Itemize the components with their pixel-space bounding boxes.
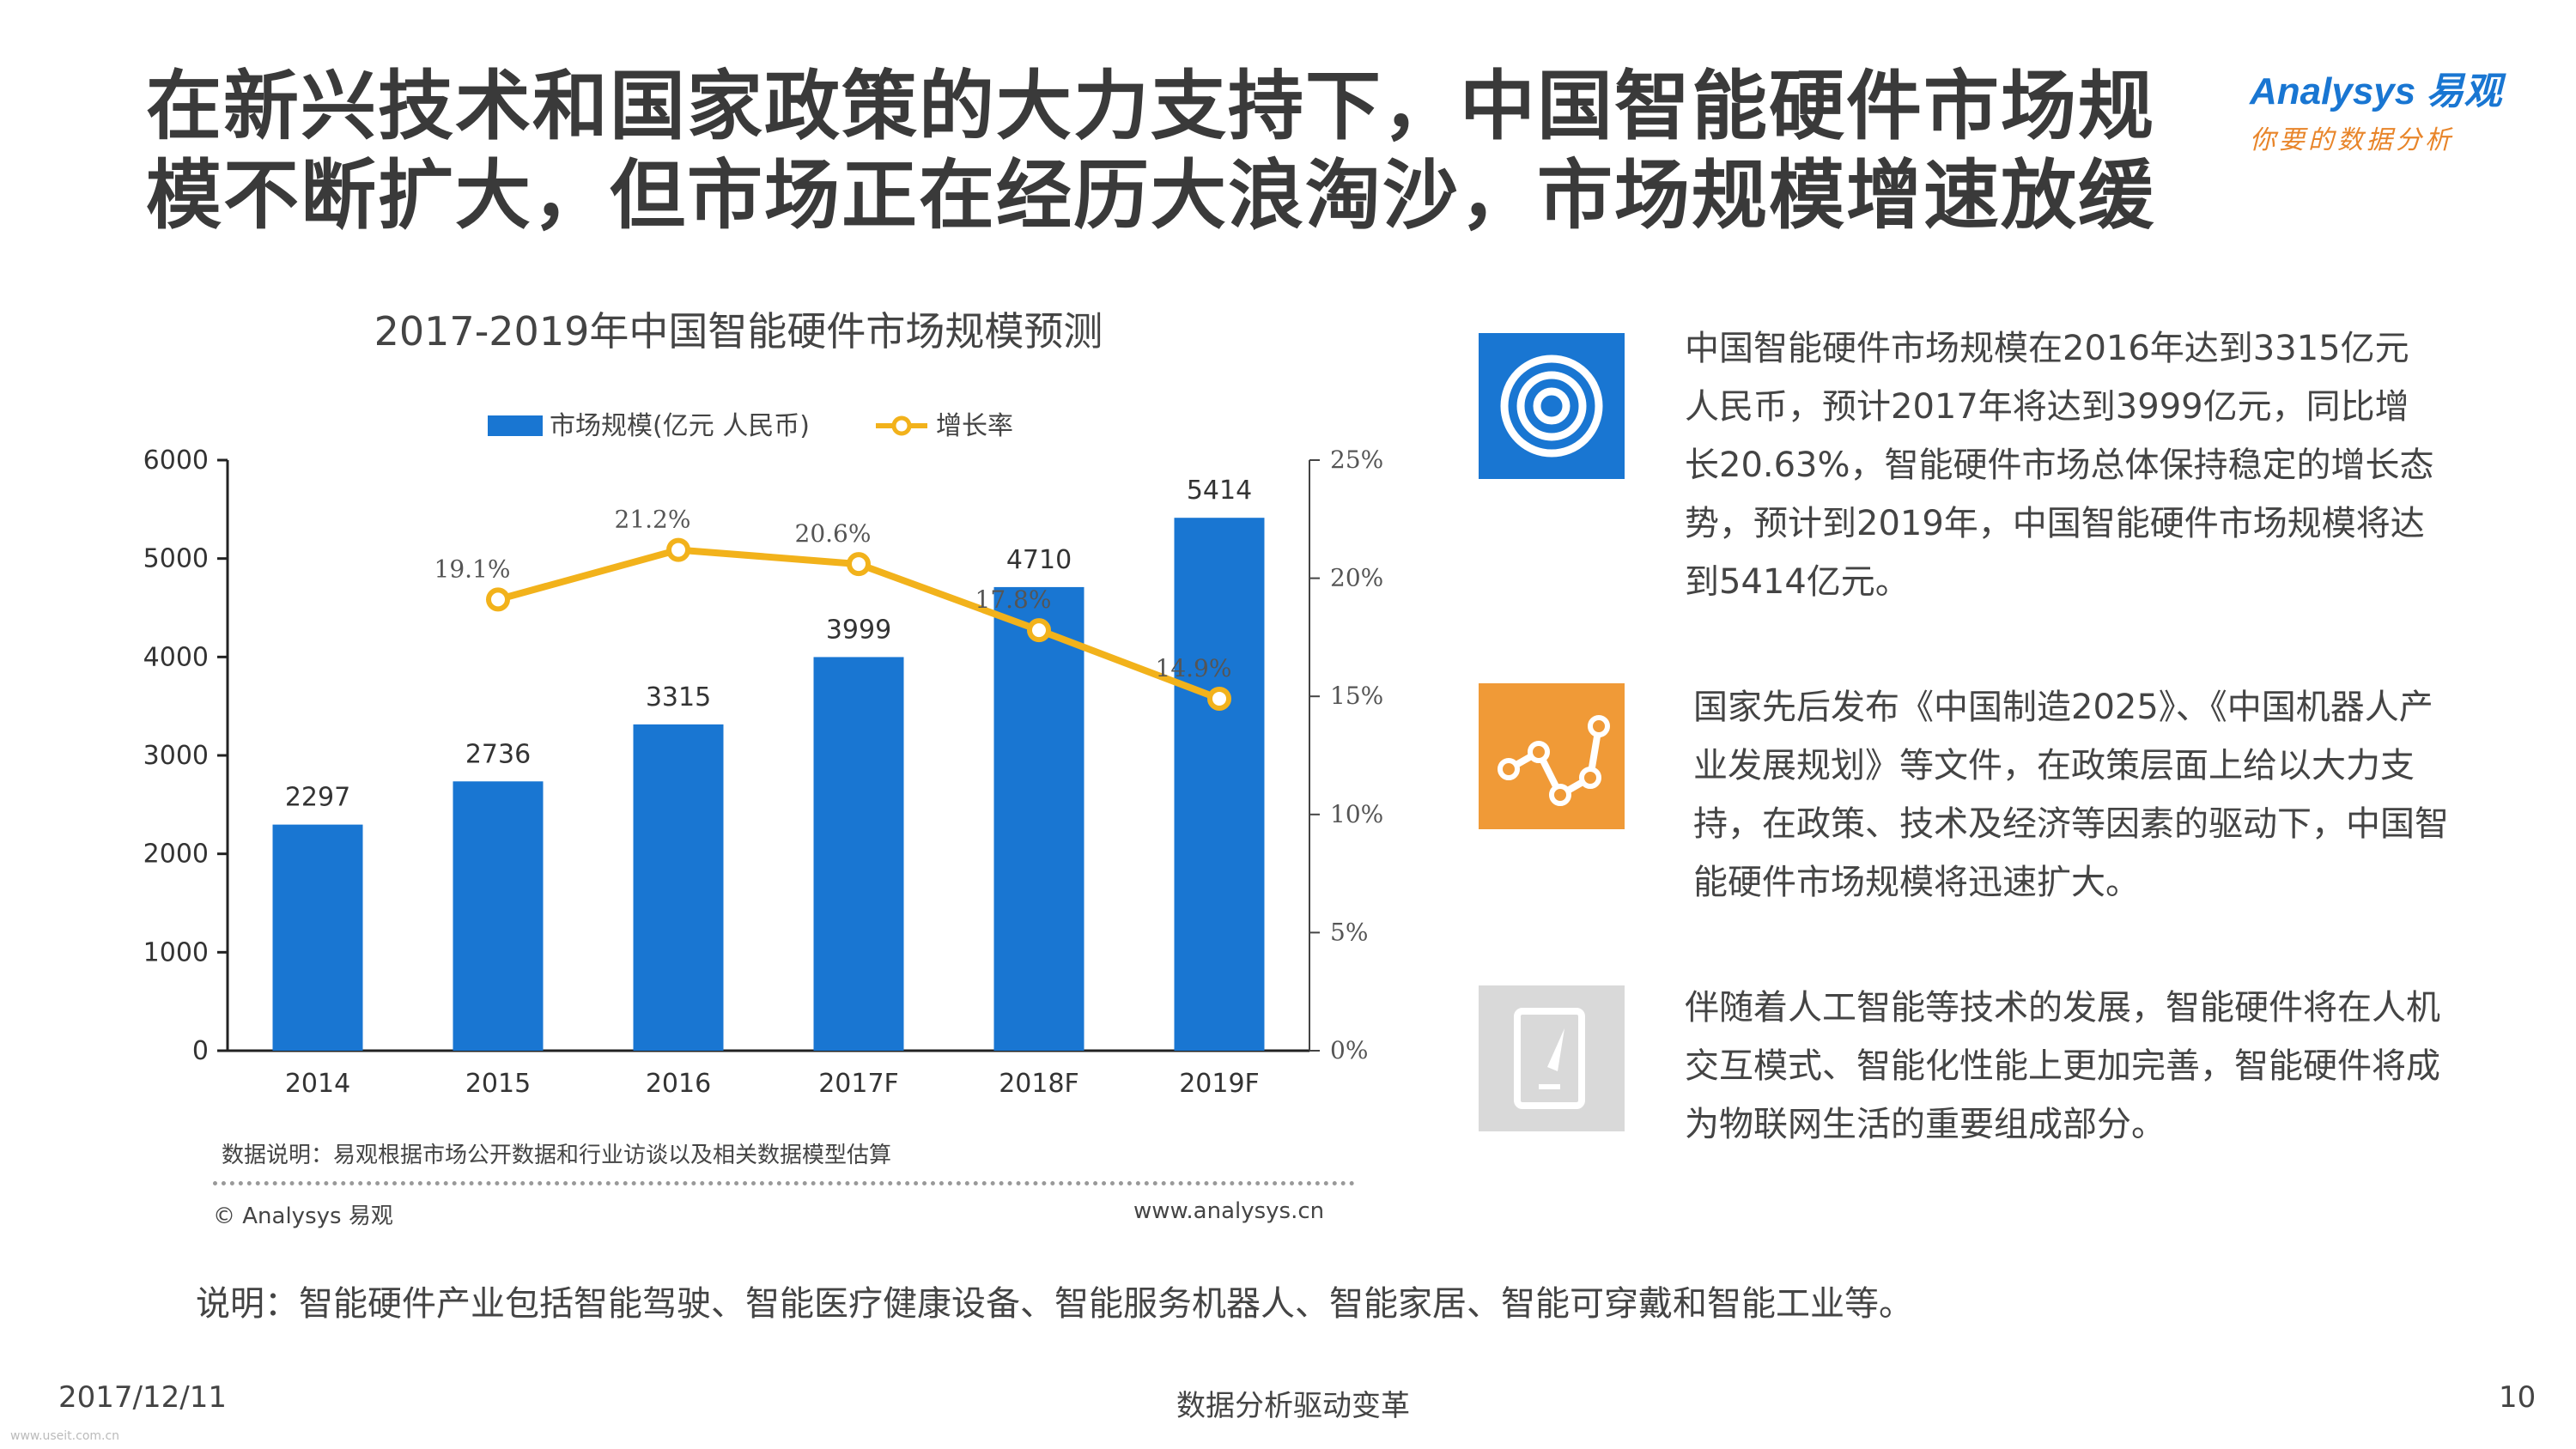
x-tick-label: 2014: [285, 1069, 350, 1099]
y-left-tick-label: 1000: [143, 937, 209, 967]
y-right-tick-label: 20%: [1330, 564, 1383, 592]
y-left-tick-label: 6000: [143, 446, 209, 476]
x-tick-label: 2016: [646, 1069, 711, 1099]
bar-2019F: [1174, 518, 1265, 1051]
legend-bar-label: 市场规模(亿元 人民币): [550, 411, 810, 441]
bar-2017F: [813, 657, 904, 1051]
chart-title: 2017-2019年中国智能硬件市场规模预测: [374, 308, 1103, 355]
bar-value-label: 4710: [1006, 545, 1072, 575]
target-icon: [1479, 333, 1625, 479]
tablet-pen-icon: [1479, 985, 1625, 1131]
bar-value-label: 5414: [1187, 476, 1252, 506]
bar-2018F: [993, 586, 1084, 1051]
growth-value-label: 17.8%: [975, 585, 1052, 614]
line-chart-icon: [1479, 683, 1625, 829]
growth-value-label: 19.1%: [434, 555, 511, 583]
legend-line-label: 增长率: [936, 411, 1013, 441]
y-left-tick-label: 0: [192, 1036, 209, 1066]
bar-2015: [453, 781, 544, 1051]
growth-point-2019F: [1207, 686, 1231, 711]
y-right-tick-label: 25%: [1330, 446, 1383, 474]
copyright-text: © Analysys 易观: [213, 1203, 393, 1229]
logo-tagline: 你要的数据分析: [2250, 125, 2454, 155]
legend-line-marker: [891, 415, 912, 436]
growth-point-2015: [486, 587, 510, 612]
footer-slogan: 数据分析驱动变革: [1176, 1389, 1410, 1423]
dotted-divider: [213, 1181, 1355, 1185]
x-tick-label: 2018F: [999, 1069, 1079, 1099]
x-tick-label: 2017F: [818, 1069, 899, 1099]
y-left-tick-label: 3000: [143, 741, 209, 771]
y-right-tick-label: 10%: [1330, 800, 1383, 828]
title-line-1: 在新兴技术和国家政策的大力支持下，中国智能硬件市场规: [146, 62, 2156, 150]
growth-value-label: 20.6%: [795, 519, 872, 548]
y-left-tick-label: 2000: [143, 840, 209, 870]
bar-value-label: 2297: [285, 783, 350, 813]
card-text-market: 中国智能硬件市场规模在2016年达到3315亿元人民币，预计2017年将达到39…: [1685, 329, 2434, 602]
website-url: www.analysys.cn: [1133, 1198, 1325, 1224]
watermark-url: www.useit.com.cn: [10, 1429, 120, 1443]
bar-2016: [633, 724, 724, 1051]
analysys-logo: Analysys 易观 你要的数据分析: [2250, 60, 2542, 155]
y-left-tick-label: 4000: [143, 642, 209, 672]
page-title: 在新兴技术和国家政策的大力支持下，中国智能硬件市场规 模不断扩大，但市场正在经历…: [146, 62, 2172, 240]
growth-point-2018F: [1027, 618, 1051, 643]
bar-2014: [272, 824, 363, 1051]
y-right-tick-label: 5%: [1330, 918, 1368, 946]
legend-bar-swatch: [488, 415, 543, 436]
y-right-tick-label: 0%: [1330, 1036, 1368, 1064]
bar-value-label: 3315: [646, 682, 711, 712]
x-tick-label: 2019F: [1179, 1069, 1260, 1099]
market-size-chart: 市场规模(亿元 人民币) 增长率 0 1000 2000 3000 4000 5000 6000…: [143, 411, 1384, 1099]
bar-value-label: 2736: [465, 739, 531, 769]
x-tick-label: 2015: [465, 1069, 531, 1099]
data-source-note: 数据说明：易观根据市场公开数据和行业访谈以及相关数据模型估算: [222, 1143, 892, 1168]
page-number: 10: [2499, 1380, 2537, 1415]
y-right-tick-label: 15%: [1330, 682, 1383, 710]
logo-brand: Analysys 易观: [2250, 70, 2502, 112]
growth-value-label: 21.2%: [615, 506, 691, 534]
title-line-2: 模不断扩大，但市场正在经历大浪淘沙，市场规模增速放缓: [146, 151, 2156, 239]
y-left-tick-label: 5000: [143, 544, 209, 574]
growth-value-label: 14.9%: [1156, 654, 1232, 682]
footer-date: 2017/12/11: [58, 1380, 227, 1415]
card-text-future: 伴随着人工智能等技术的发展，智能硬件将在人机交互模式、智能化性能上更加完善，智能…: [1685, 988, 2440, 1144]
growth-point-2016: [666, 537, 690, 562]
footnote: 说明：智能硬件产业包括智能驾驶、智能医疗健康设备、智能服务机器人、智能家居、智能…: [196, 1284, 1913, 1324]
bar-value-label: 3999: [826, 615, 891, 645]
card-text-policy: 国家先后发布《中国制造2025》、《中国机器人产业发展规划》等文件，在政策层面上…: [1693, 688, 2449, 902]
growth-point-2017F: [847, 552, 871, 577]
